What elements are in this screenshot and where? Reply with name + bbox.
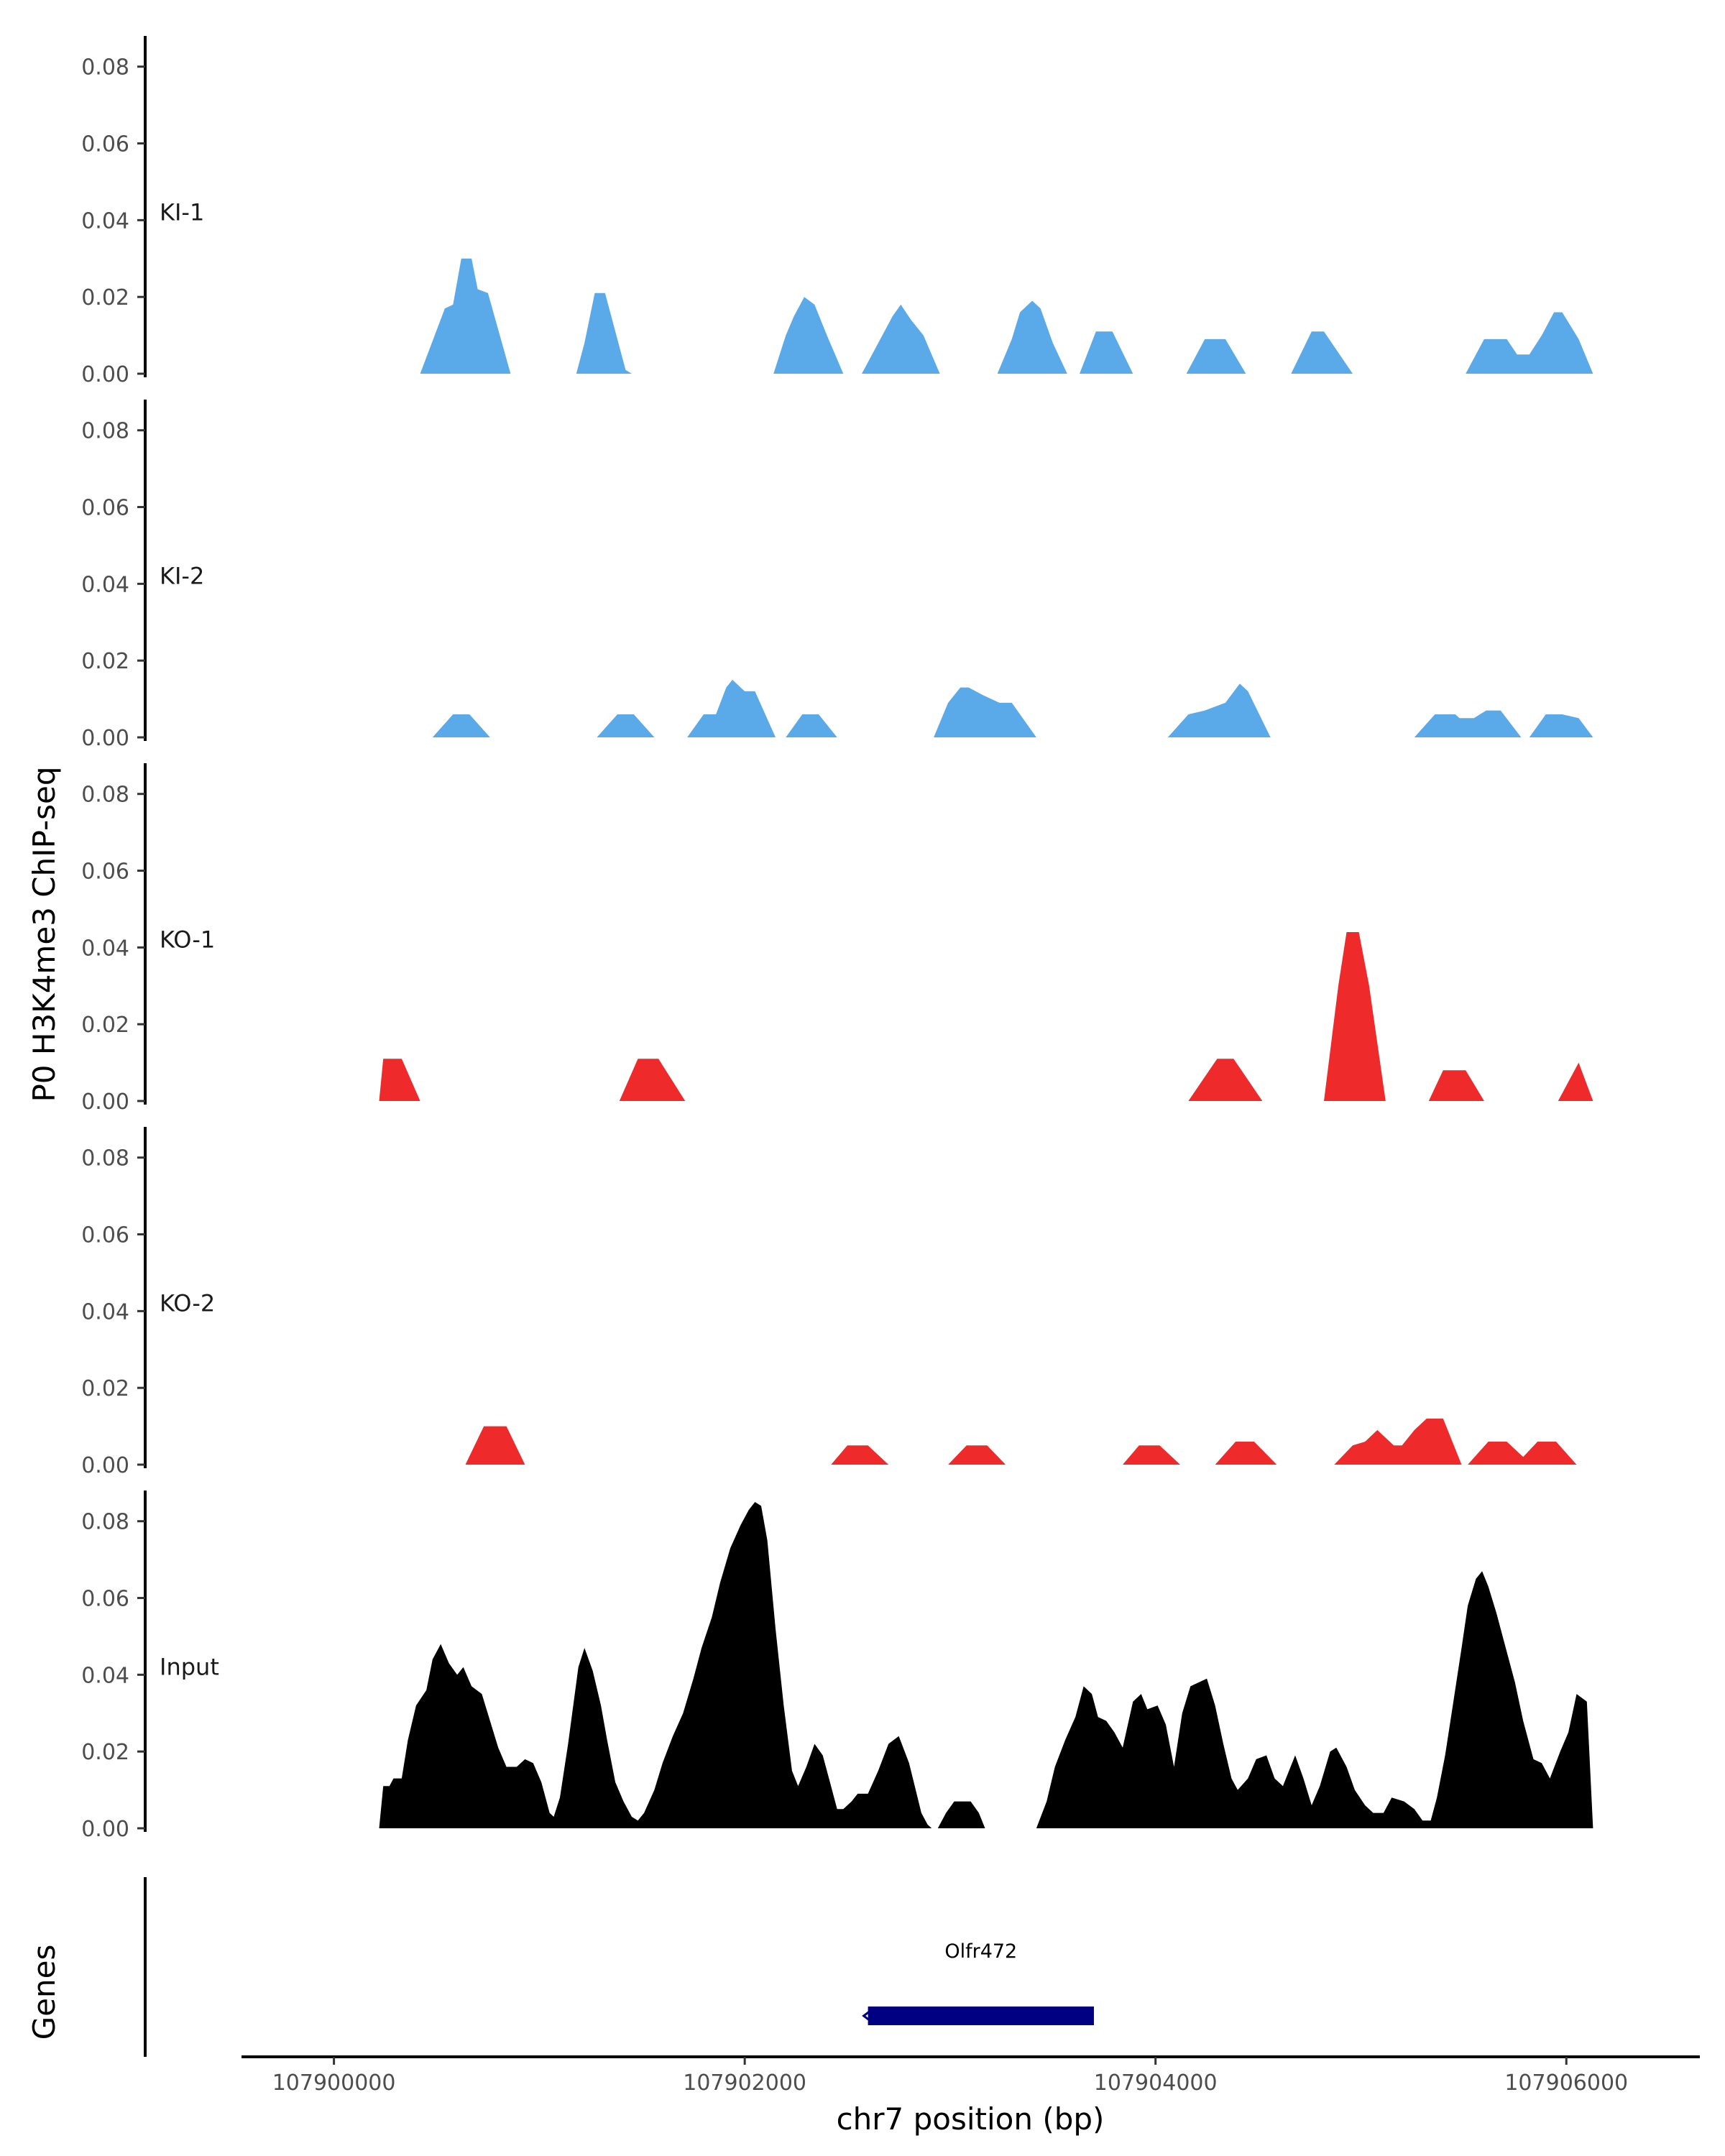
track-ko-2-y-tick-label: 0.04 (81, 1299, 129, 1325)
track-ki-1-peak-9 (1466, 312, 1593, 374)
track-ki-2-y-tick-label: 0.00 (81, 726, 129, 751)
track-ko-1-y-tick-label: 0.00 (81, 1089, 129, 1115)
track-ko-2-peak-7 (1468, 1442, 1577, 1465)
track-ko-2-peak-4 (1123, 1445, 1180, 1465)
track-ki-1-y-tick-label: 0.00 (81, 362, 129, 387)
track-ki-1-peak-7 (1186, 338, 1246, 374)
gene-strand-arrow (862, 2008, 873, 2024)
genes-axis-title: Genes (27, 1945, 62, 2040)
track-input-peak-3 (1036, 1571, 1593, 1828)
track-ko-1-y-tick-label: 0.02 (81, 1013, 129, 1038)
track-ko-2-y-tick-label: 0.08 (81, 1146, 129, 1171)
track-ko-2-peak-6 (1334, 1418, 1462, 1465)
track-label-ko-1: KO-1 (160, 926, 215, 954)
track-ki-1-peak-3 (773, 297, 844, 374)
track-ko-2-peak-1 (465, 1426, 525, 1465)
track-ki-2-peak-8 (1529, 714, 1593, 737)
track-ko-1-peak-2 (619, 1059, 686, 1101)
track-ki-1: 0.00 0.02 0.04 0.06 0.08 KI-1 (81, 36, 1593, 387)
track-ko-2-y-tick-label: 0.06 (81, 1223, 129, 1248)
track-ki-1-y-tick-label: 0.04 (81, 208, 129, 234)
track-ki-2: 0.00 0.02 0.04 0.06 0.08 KI-2 (81, 400, 1593, 751)
gene-label: Olfr472 (944, 1940, 1017, 1963)
x-tick-label: 107904000 (1094, 2070, 1218, 2096)
gene-olfr472: Olfr472 (862, 1940, 1094, 2025)
track-ki-1-peak-6 (1080, 331, 1133, 374)
track-ko-2: 0.00 0.02 0.04 0.06 0.08 KO-2 (81, 1127, 1577, 1478)
track-label-ki-1: KI-1 (160, 199, 204, 226)
x-axis-title: chr7 position (bp) (837, 2101, 1105, 2137)
track-input-y-tick-label: 0.00 (81, 1817, 129, 1842)
track-ki-1-peak-1 (420, 258, 511, 374)
track-input-peak-2 (937, 1801, 985, 1828)
track-ko-1-peak-6 (1558, 1062, 1593, 1101)
track-label-ki-2: KI-2 (160, 563, 204, 590)
track-ko-1-peak-4 (1324, 932, 1386, 1101)
track-ko-2-peak-5 (1215, 1442, 1277, 1465)
x-tick-label: 107902000 (683, 2070, 806, 2096)
track-ki-2-peak-7 (1414, 710, 1522, 737)
track-ki-2-peak-4 (786, 714, 837, 737)
genes-layer: Olfr472 (144, 1877, 1094, 2057)
track-input: 0.00 0.02 0.04 0.06 0.08 Input (81, 1491, 1593, 1842)
track-ko-1-y-tick-label: 0.04 (81, 936, 129, 961)
track-ko-1-peak-3 (1188, 1059, 1263, 1101)
track-ko-1-y-tick-label: 0.06 (81, 860, 129, 885)
x-tick-label: 107906000 (1504, 2070, 1628, 2096)
tracks-layer: 0.00 0.02 0.04 0.06 0.08 KI-1 0.00 0.02 0.04 0.06… (81, 36, 1593, 1842)
track-label-ko-2: KO-2 (160, 1290, 215, 1317)
track-ki-1-y-tick-label: 0.06 (81, 132, 129, 157)
track-ko-1: 0.00 0.02 0.04 0.06 0.08 KO-1 (81, 763, 1593, 1115)
track-ki-1-y-tick-label: 0.02 (81, 285, 129, 310)
track-ko-2-y-tick-label: 0.00 (81, 1453, 129, 1478)
track-ki-2-y-tick-label: 0.04 (81, 572, 129, 597)
x-axis: 107900000 107902000 107904000 107906000 (242, 2055, 1700, 2096)
track-ko-2-peak-3 (948, 1445, 1006, 1465)
track-ko-2-peak-2 (831, 1445, 889, 1465)
track-ki-1-peak-5 (997, 300, 1067, 374)
track-input-y-tick-label: 0.04 (81, 1663, 129, 1688)
y-axis-title: P0 H3K4me3 ChIP-seq (27, 766, 62, 1102)
track-input-y-tick-label: 0.06 (81, 1587, 129, 1612)
track-input-y-tick-label: 0.02 (81, 1740, 129, 1765)
track-ki-2-y-tick-label: 0.02 (81, 649, 129, 674)
track-ko-1-y-tick-label: 0.08 (81, 783, 129, 808)
track-ko-1-peak-1 (379, 1059, 420, 1101)
track-ki-1-peak-8 (1291, 331, 1353, 374)
track-ki-2-y-tick-label: 0.06 (81, 496, 129, 521)
track-ki-2-peak-6 (1167, 683, 1271, 737)
x-tick-label: 107900000 (272, 2070, 396, 2096)
track-input-peak-1 (379, 1502, 932, 1828)
track-ki-2-peak-5 (934, 687, 1036, 737)
track-label-input: Input (160, 1654, 219, 1681)
track-ko-2-y-tick-label: 0.02 (81, 1376, 129, 1401)
track-ki-1-peak-2 (576, 292, 632, 374)
track-ki-2-peak-1 (432, 714, 490, 737)
track-ki-2-peak-3 (687, 679, 776, 737)
track-ki-1-y-tick-label: 0.08 (81, 55, 129, 80)
track-ki-2-peak-2 (597, 714, 655, 737)
track-ko-1-peak-5 (1428, 1070, 1484, 1101)
track-input-y-tick-label: 0.08 (81, 1510, 129, 1535)
track-ki-2-y-tick-label: 0.08 (81, 419, 129, 444)
track-ki-1-peak-4 (862, 304, 940, 374)
